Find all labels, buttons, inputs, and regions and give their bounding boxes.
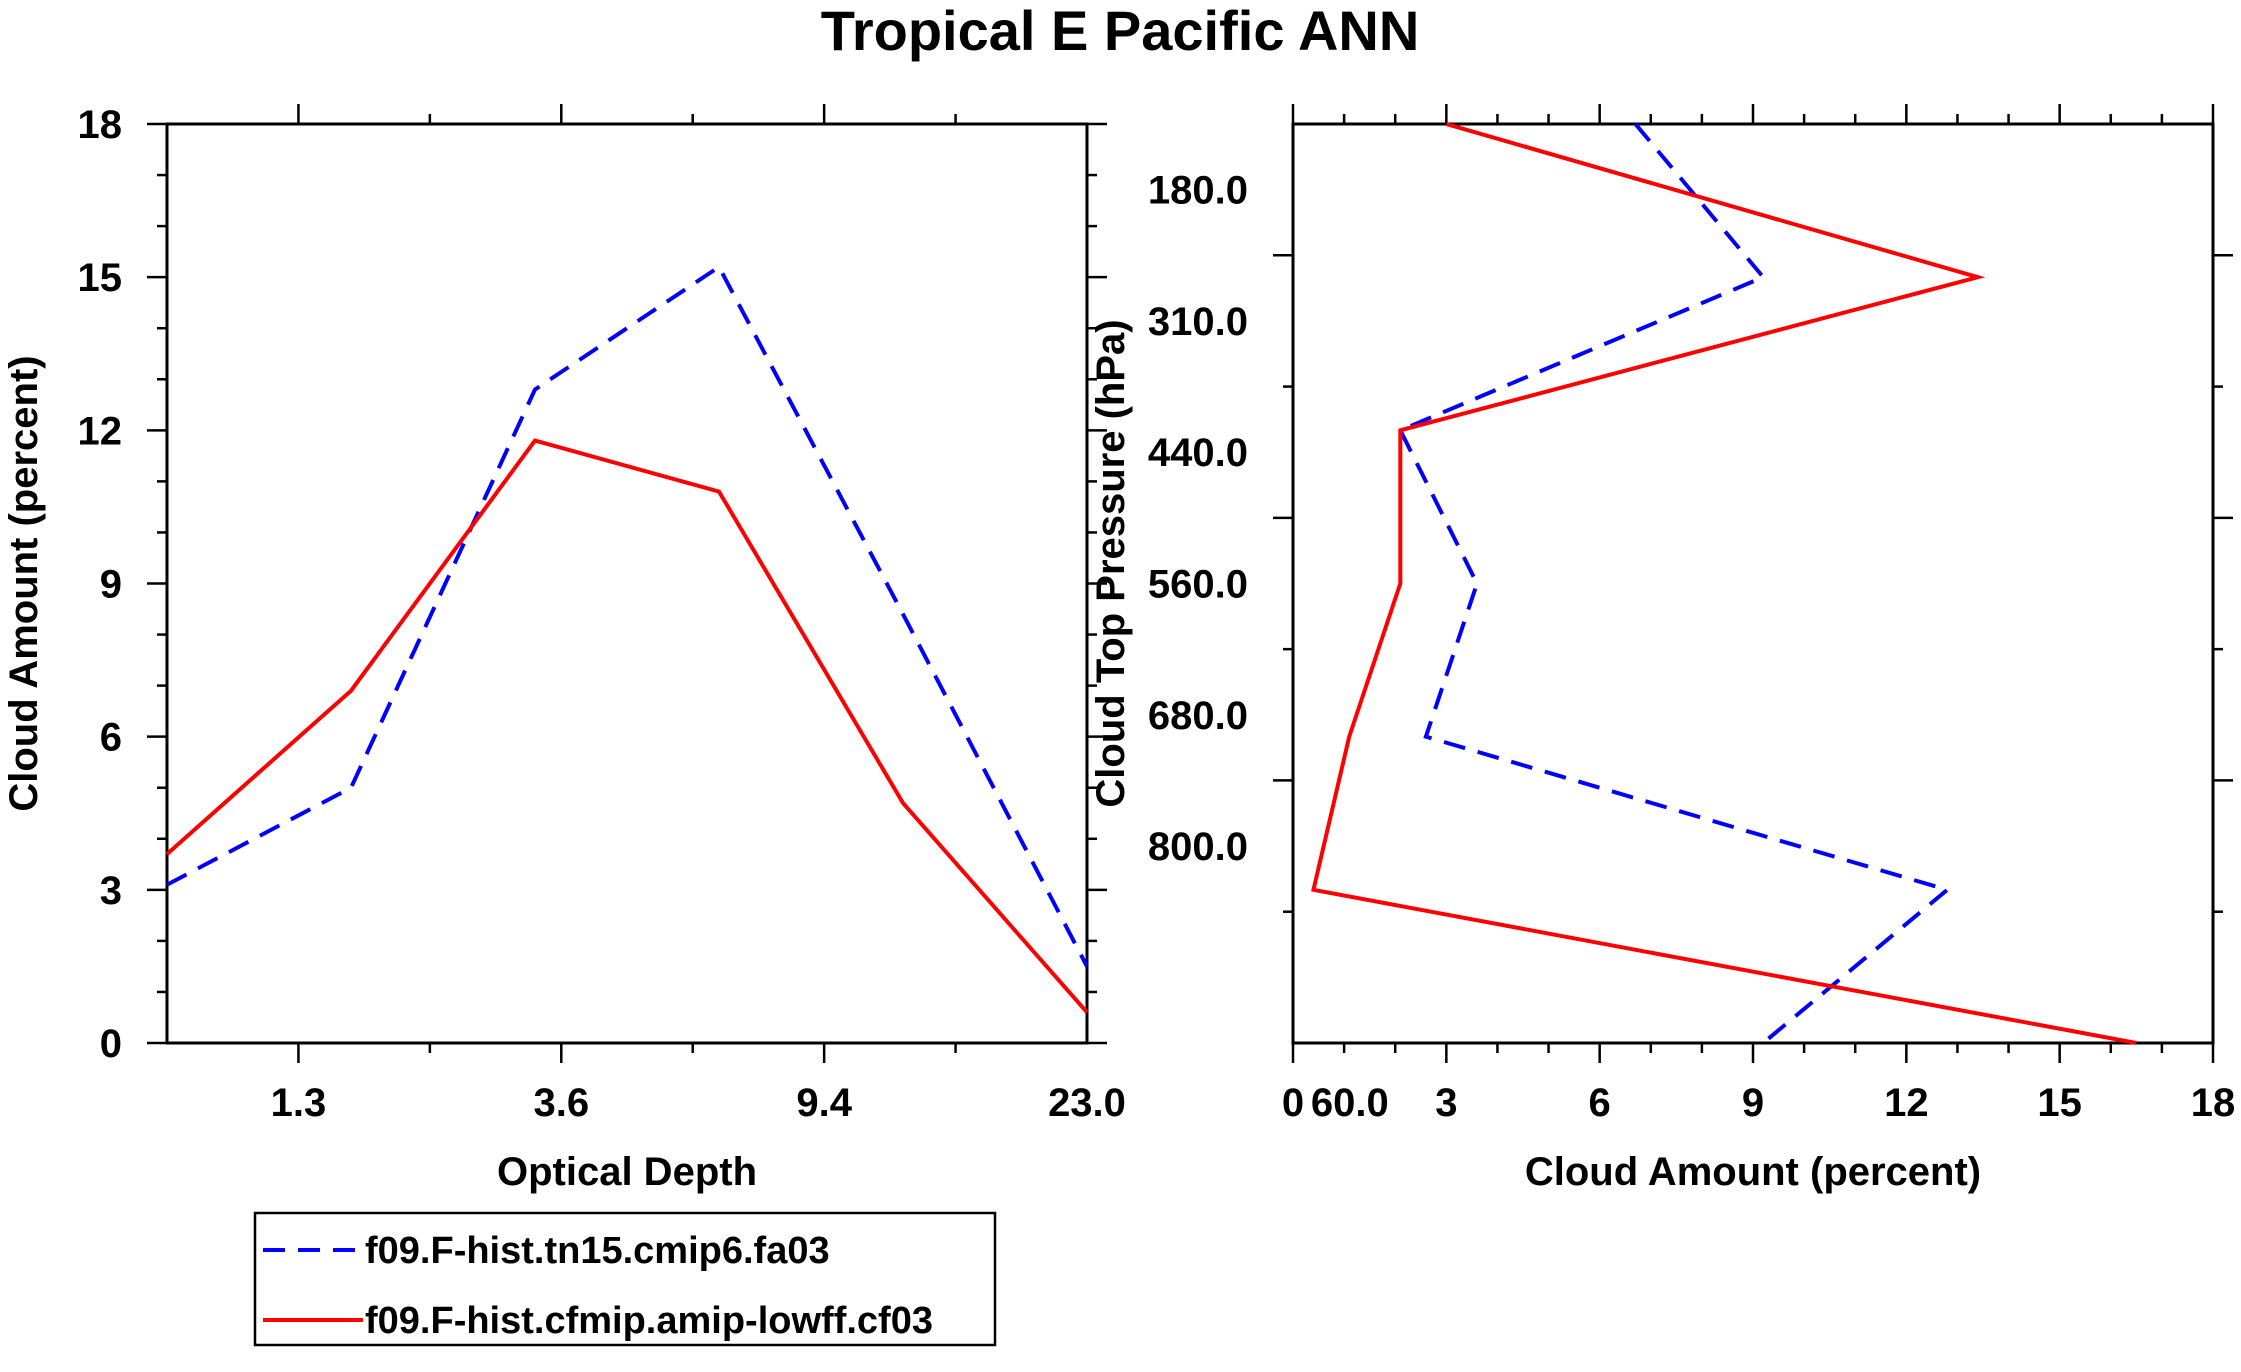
legend-label-2: f09.F-hist.cfmip.amip-lowff.cf03 bbox=[365, 1300, 933, 1342]
right-panel-cloud-top-pressure: 0 3 6 9 12 15 18 180.0 310.0 440.0 560.0 680.0 800.0… bbox=[1089, 104, 2235, 1194]
right-x-tick-label: 12 bbox=[1884, 1081, 1929, 1125]
right-x-tick-label: 6 bbox=[1589, 1081, 1611, 1125]
right-x-tick-label: 3 bbox=[1435, 1081, 1457, 1125]
left-y-tick-label: 18 bbox=[78, 103, 123, 147]
legend-label-1: f09.F-hist.tn15.cmip6.fa03 bbox=[365, 1230, 830, 1272]
left-x-tick-label: 3.6 bbox=[533, 1081, 589, 1125]
right-y-tick-label: 800.0 bbox=[1148, 825, 1248, 869]
left-y-tick-label: 6 bbox=[100, 716, 122, 760]
right-y-tick-label: 680.0 bbox=[1148, 694, 1248, 738]
left-x-tick-label: 9.4 bbox=[796, 1081, 852, 1125]
right-x-tick-label: 18 bbox=[2191, 1081, 2236, 1125]
left-y-tick-label: 3 bbox=[100, 869, 122, 913]
left-x-tick-label: 1.3 bbox=[271, 1081, 327, 1125]
right-x-tick-label: 15 bbox=[2037, 1081, 2082, 1125]
right-x-tick-label: 9 bbox=[1742, 1081, 1764, 1125]
left-plot-frame bbox=[165, 122, 1089, 1045]
left-y-tick-label: 0 bbox=[100, 1022, 122, 1066]
right-y-tick-label: 180.0 bbox=[1148, 169, 1248, 213]
right-y-tick-label: 440.0 bbox=[1148, 431, 1248, 475]
left-y-tick-label: 12 bbox=[78, 409, 123, 453]
legend: f09.F-hist.tn15.cmip6.fa03 f09.F-hist.cfm… bbox=[253, 1211, 997, 1347]
left-x-axis-label: Optical Depth bbox=[497, 1150, 757, 1194]
left-series-line-1 bbox=[166, 264, 1089, 968]
legend-box bbox=[253, 1211, 997, 1347]
right-series-line-2 bbox=[1311, 122, 2137, 1045]
right-series-line-1 bbox=[1397, 122, 1952, 1045]
right-y-axis-label: Cloud Top Pressure (hPa) bbox=[1089, 319, 1133, 807]
left-series-line-2 bbox=[165, 438, 1089, 1014]
right-y-tick-label: 560.0 bbox=[1148, 563, 1248, 607]
left-x-tick-label: 60.0 bbox=[1311, 1081, 1389, 1125]
left-panel-optical-depth: 0 3 6 9 12 15 18 1.3 3.6 9.4 23.0 60.0 Optical Depth… bbox=[2, 103, 1389, 1194]
right-x-tick-label: 0 bbox=[1282, 1081, 1304, 1125]
left-y-tick-label: 15 bbox=[78, 256, 123, 300]
right-y-tick-label: 310.0 bbox=[1148, 300, 1248, 344]
left-x-tick-label: 23.0 bbox=[1048, 1081, 1126, 1125]
chart-title: Tropical E Pacific ANN bbox=[821, 0, 1420, 62]
left-y-axis-label: Cloud Amount (percent) bbox=[2, 355, 46, 811]
right-x-axis-label: Cloud Amount (percent) bbox=[1525, 1150, 1981, 1194]
left-y-tick-label: 9 bbox=[100, 563, 122, 607]
